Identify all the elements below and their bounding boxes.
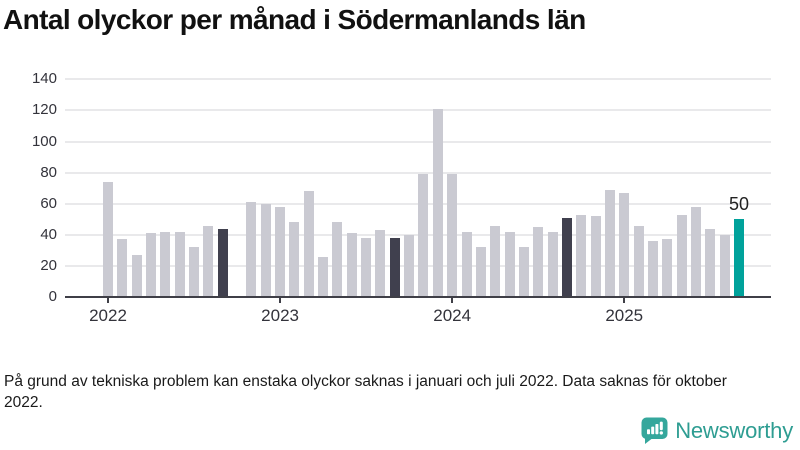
bar-2023-03 [303, 191, 314, 297]
newsworthy-wordmark: Newsworthy [675, 417, 793, 443]
bar-2025-04 [662, 239, 673, 297]
bar-chart-plot: 0 20 40 60 80 100 120 140 2022 2023 2024 2025 50 [31, 70, 771, 325]
bar-2022-11 [246, 202, 257, 297]
x-axis-tick-2024 [451, 298, 454, 303]
x-axis-tick-2023 [279, 298, 282, 303]
bar-2025-02 [633, 225, 644, 297]
x-axis-line [65, 296, 771, 298]
bar-2025-05 [676, 214, 687, 297]
bar-2023-01 [275, 206, 286, 297]
bar-2025-01 [619, 192, 630, 297]
bar-2023-08 [375, 230, 386, 297]
bar-2022-06 [174, 231, 185, 297]
x-axis-label-2022: 2022 [89, 306, 127, 325]
bar-2023-04 [318, 256, 329, 297]
bar-2023-02 [289, 222, 300, 297]
x-axis-tick-2022 [107, 298, 109, 303]
y-axis-label-80: 80 [40, 163, 57, 181]
bar-2024-07 [533, 227, 544, 297]
bar-2024-01 [447, 174, 458, 297]
bar-2024-11 [590, 216, 601, 297]
bar-2023-11 [418, 174, 429, 297]
bar-2024-05 [504, 231, 515, 297]
y-axis-label-20: 20 [40, 256, 57, 274]
bar-2024-08 [547, 231, 558, 297]
y-axis-label-60: 60 [40, 194, 57, 212]
gridline-120 [65, 109, 771, 112]
bar-2023-07 [361, 237, 372, 297]
bar-2023-10 [404, 234, 415, 297]
bar-2025-06 [690, 206, 701, 297]
bar-2022-01 [103, 181, 113, 297]
bar-2024-03 [475, 247, 486, 297]
bar-2023-12 [432, 108, 443, 297]
bar-2022-03 [131, 255, 142, 297]
bar-2025-07 [705, 228, 716, 297]
bar-2023-05 [332, 222, 343, 297]
gridline-20 [65, 264, 771, 267]
bar-2025-03 [647, 241, 658, 297]
bar-2022-12 [260, 203, 271, 297]
bar-2022-04 [146, 233, 157, 297]
bar-2024-09 [561, 217, 572, 297]
bar-2022-02 [117, 239, 128, 297]
bar-2025-09 [733, 219, 744, 297]
bar-2022-09 [217, 228, 228, 297]
chart-footnote: På grund av tekniska problem kan enstaka… [4, 373, 727, 411]
gridline-60 [65, 202, 771, 205]
gridline-100 [65, 140, 771, 143]
x-axis-tick-2025 [623, 298, 626, 303]
bar-2022-07 [189, 247, 200, 297]
gridline-140 [65, 78, 771, 81]
newsworthy-logo: Newsworthy [641, 417, 793, 444]
bar-2024-06 [518, 247, 529, 297]
chart-title: Antal olyckor per månad i Södermanlands … [3, 4, 586, 35]
bar-2024-04 [490, 225, 501, 297]
y-axis-label-100: 100 [31, 132, 57, 150]
bar-2023-09 [389, 237, 400, 297]
y-axis-label-120: 120 [31, 101, 57, 119]
y-axis-label-40: 40 [40, 225, 57, 243]
bar-2024-02 [461, 231, 472, 297]
x-axis-label-2025: 2025 [605, 306, 644, 325]
bar-2024-10 [576, 214, 587, 297]
bar-2025-08 [719, 234, 730, 297]
x-axis-label-2024: 2024 [433, 306, 472, 325]
gridline-40 [65, 233, 771, 236]
y-axis-label-140: 140 [31, 70, 57, 88]
x-axis-label-2023: 2023 [261, 306, 299, 325]
y-axis-label-0: 0 [48, 288, 57, 305]
gridline-80 [65, 171, 771, 174]
newsworthy-icon [641, 417, 668, 444]
bar-2024-12 [604, 189, 615, 297]
bar-value-label: 50 [728, 194, 749, 215]
bar-2023-06 [346, 233, 357, 297]
bar-2022-08 [203, 225, 214, 297]
bar-2022-05 [160, 231, 171, 297]
